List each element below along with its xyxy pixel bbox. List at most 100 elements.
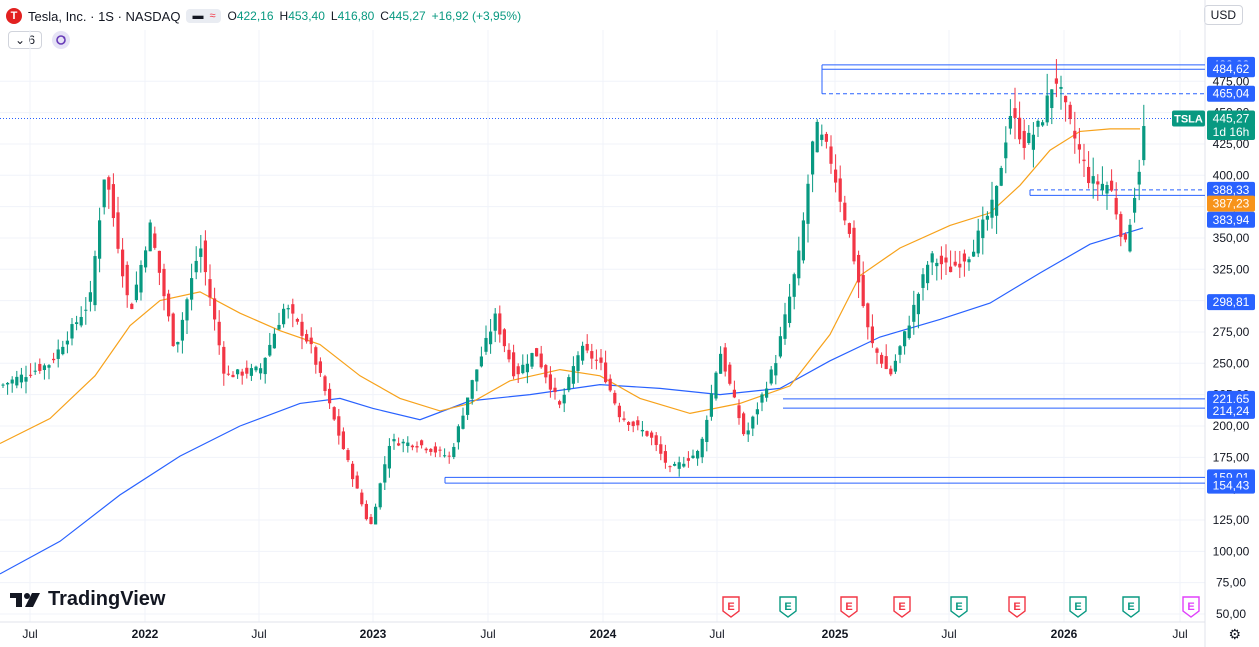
- candle-body: [765, 388, 769, 398]
- price-label-text: 465,04: [1213, 87, 1250, 101]
- minus-icon[interactable]: ▬: [192, 10, 204, 22]
- earnings-marker[interactable]: E: [840, 596, 858, 618]
- candle-body: [318, 361, 322, 373]
- candle-body: [498, 313, 502, 335]
- price-tick-label: 125,00: [1213, 513, 1250, 527]
- approx-icon[interactable]: ≈: [209, 10, 216, 22]
- tradingview-watermark[interactable]: TradingView: [10, 588, 165, 611]
- gear-icon[interactable]: ⚙: [1228, 626, 1241, 642]
- moving-average-fast: [0, 128, 1140, 445]
- candle-body: [1137, 171, 1141, 185]
- candle-body: [981, 219, 985, 239]
- candle-body: [668, 466, 672, 468]
- candle-body: [65, 340, 69, 345]
- price-label-text: 214,24: [1213, 404, 1250, 418]
- earnings-marker[interactable]: E: [1182, 596, 1200, 618]
- candle-body: [470, 380, 474, 399]
- candle-body: [719, 353, 723, 374]
- candle-body: [217, 321, 221, 346]
- time-tick-label: Jul: [22, 627, 37, 641]
- candle-body: [820, 134, 824, 140]
- price-tick-label: 425,00: [1213, 137, 1250, 151]
- price-label-box: [1207, 124, 1255, 141]
- candle-body: [567, 377, 571, 391]
- candle-body: [314, 347, 318, 365]
- candle-body: [903, 331, 907, 347]
- earnings-marker[interactable]: E: [779, 596, 797, 618]
- earnings-marker-shape: [1122, 596, 1140, 618]
- candle-body: [383, 464, 387, 483]
- candle-body: [443, 455, 447, 457]
- candle-body: [84, 309, 88, 311]
- candle-body: [811, 141, 815, 175]
- candle-body: [548, 374, 552, 390]
- candle-body: [553, 387, 557, 393]
- candle-body: [245, 367, 249, 374]
- candle-body: [286, 308, 290, 310]
- candle-body: [949, 266, 953, 273]
- candle-body: [153, 233, 157, 248]
- candle-body: [346, 450, 350, 461]
- candle-body: [645, 431, 649, 436]
- earnings-marker[interactable]: E: [722, 596, 740, 618]
- candle-body: [631, 421, 635, 427]
- earnings-marker[interactable]: E: [1069, 596, 1087, 618]
- indicators-collapse-button[interactable]: ⌄ 6: [8, 31, 43, 49]
- candle-body: [180, 319, 184, 341]
- symbol-tag: TSLA: [1174, 114, 1203, 126]
- tesla-logo-icon: T: [6, 8, 22, 24]
- candle-body: [19, 374, 23, 383]
- earnings-marker[interactable]: E: [1122, 596, 1140, 618]
- candle-body: [926, 264, 930, 284]
- candle-body: [479, 356, 483, 367]
- candle-body: [199, 248, 203, 257]
- price-label-box: [1207, 390, 1255, 407]
- currency-selector[interactable]: USD: [1203, 5, 1243, 25]
- candle-body: [898, 346, 902, 355]
- candle-body: [259, 368, 263, 374]
- candle-body: [213, 298, 217, 320]
- earnings-marker-shape: [779, 596, 797, 618]
- quick-buttons[interactable]: ▬ ≈: [186, 9, 222, 23]
- candle-body: [604, 362, 608, 383]
- candle-body: [1013, 108, 1017, 118]
- candle-body: [870, 326, 874, 344]
- earnings-marker-label: E: [1013, 601, 1020, 613]
- candle-body: [884, 356, 888, 370]
- candle-body: [709, 393, 713, 417]
- candle-body: [415, 446, 419, 448]
- price-tick-label: 200,00: [1213, 419, 1250, 433]
- candle-body: [420, 440, 424, 446]
- candle-body: [1064, 95, 1068, 103]
- candle-body: [410, 445, 414, 448]
- candle-body: [613, 392, 617, 404]
- symbol-title[interactable]: Tesla, Inc. · 1S · NASDAQ: [28, 8, 181, 24]
- price-tick-label: 175,00: [1213, 450, 1250, 464]
- time-tick-label: 2023: [360, 627, 387, 641]
- candle-body: [921, 274, 925, 288]
- candle-body: [1022, 130, 1026, 148]
- candle-body: [351, 463, 355, 480]
- candle-body: [277, 324, 281, 330]
- candle-body: [125, 264, 129, 296]
- candle-body: [332, 407, 336, 420]
- candle-body: [323, 376, 327, 392]
- price-label-box: [1207, 195, 1255, 212]
- sync-icon[interactable]: [52, 31, 71, 49]
- candle-body: [880, 354, 884, 364]
- candle-body: [502, 329, 506, 347]
- candle-body: [433, 446, 437, 453]
- earnings-marker-label: E: [784, 601, 791, 613]
- candle-body: [1068, 104, 1072, 119]
- candle-body: [144, 250, 148, 268]
- earnings-marker[interactable]: E: [1008, 596, 1026, 618]
- earnings-marker[interactable]: E: [950, 596, 968, 618]
- time-tick-label: 2022: [132, 627, 159, 641]
- price-label-text: 298,81: [1213, 295, 1250, 309]
- candle-body: [999, 167, 1003, 186]
- candle-body: [512, 352, 516, 377]
- earnings-marker[interactable]: E: [893, 596, 911, 618]
- candle-body: [447, 455, 451, 457]
